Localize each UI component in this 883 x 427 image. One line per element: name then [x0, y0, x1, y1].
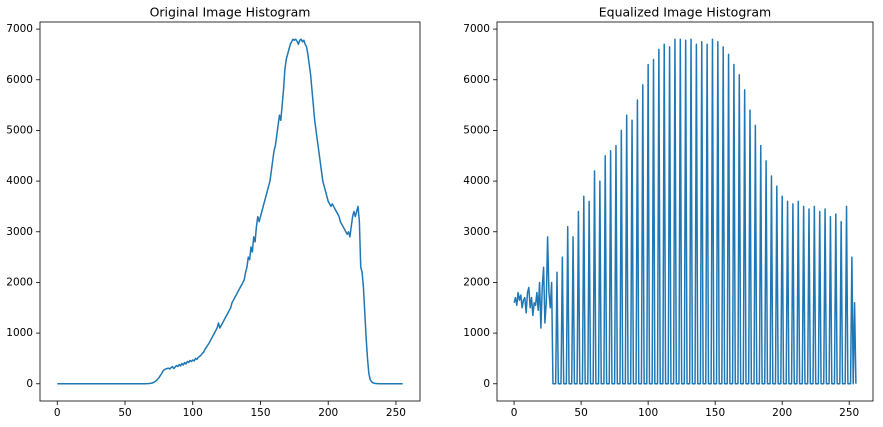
- chart-title: Original Image Histogram: [150, 5, 311, 20]
- y-tick-label: 6000: [6, 74, 33, 86]
- histogram-line: [513, 38, 857, 385]
- x-tick-label: 50: [574, 407, 587, 419]
- y-tick-label: 7000: [6, 23, 33, 35]
- y-tick-label: 0: [26, 378, 33, 390]
- x-tick-label: 100: [638, 407, 658, 419]
- y-tick-label: 5000: [463, 124, 490, 136]
- y-tick-label: 4000: [6, 175, 33, 187]
- y-tick-label: 2000: [463, 276, 490, 288]
- y-tick-label: 1000: [463, 327, 490, 339]
- y-tick-label: 3000: [463, 226, 490, 238]
- x-tick-label: 250: [386, 407, 406, 419]
- x-tick-label: 150: [250, 407, 270, 419]
- x-tick-label: 0: [54, 407, 61, 419]
- y-tick-label: 0: [483, 378, 490, 390]
- x-tick-label: 200: [772, 407, 792, 419]
- axes-frame: [496, 21, 874, 402]
- y-tick-label: 6000: [463, 74, 490, 86]
- y-tick-label: 4000: [463, 175, 490, 187]
- x-tick-label: 0: [511, 407, 518, 419]
- x-tick-label: 150: [705, 407, 725, 419]
- y-tick-label: 7000: [463, 23, 490, 35]
- x-tick-label: 200: [318, 407, 338, 419]
- y-tick-label: 1000: [6, 327, 33, 339]
- histogram-line: [57, 38, 403, 385]
- x-tick-label: 250: [839, 407, 859, 419]
- chart-title: Equalized Image Histogram: [599, 5, 772, 20]
- y-tick-label: 5000: [6, 124, 33, 136]
- y-tick-label: 2000: [6, 276, 33, 288]
- y-tick-label: 3000: [6, 226, 33, 238]
- axes-frame: [39, 21, 421, 402]
- x-tick-label: 50: [118, 407, 131, 419]
- x-tick-label: 100: [183, 407, 203, 419]
